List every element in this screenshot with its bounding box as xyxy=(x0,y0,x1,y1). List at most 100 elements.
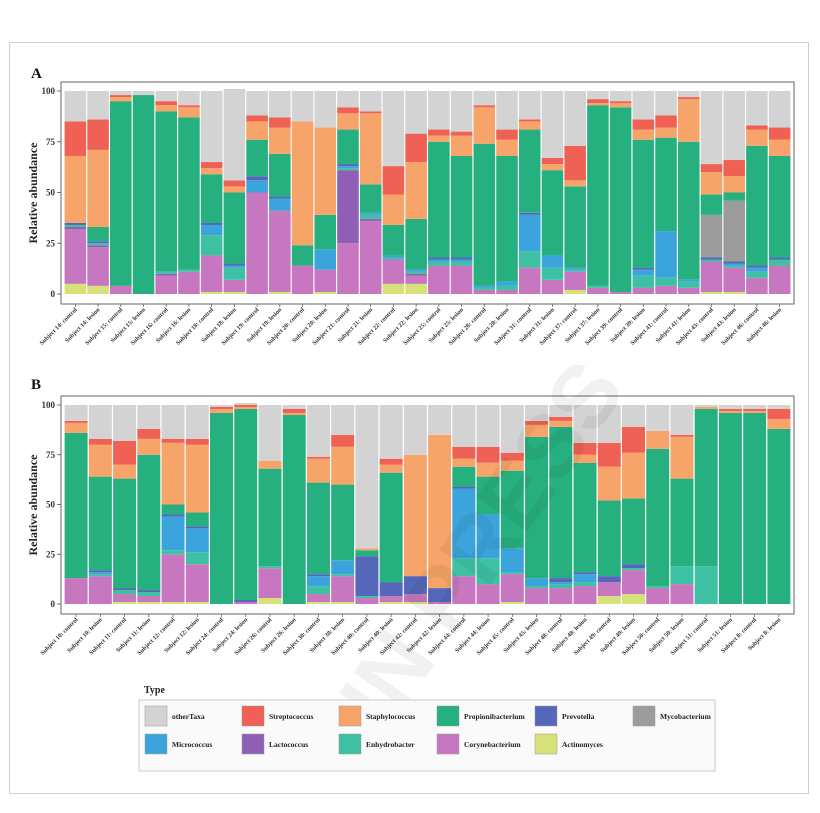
bar-segment-micrococcus xyxy=(518,214,541,252)
bar-segment-othertaxa xyxy=(210,405,234,407)
bar-segment-enhydrobacter xyxy=(87,243,109,246)
bar-segment-enhydrobacter xyxy=(355,596,379,599)
bar-segment-streptococcus xyxy=(573,442,597,455)
legend-swatch-micrococcus xyxy=(144,733,168,755)
bar-segment-corynebacterium xyxy=(549,588,573,604)
bar-segment-actinomyces xyxy=(564,289,586,294)
bar-segment-othertaxa xyxy=(64,91,87,122)
bar-segment-othertaxa xyxy=(428,91,450,130)
bar-segment-propionibacterium xyxy=(282,414,306,604)
bar-segment-enhydrobacter xyxy=(200,235,223,256)
bar-segment-staphylococcus xyxy=(700,172,723,195)
bar-segment-micrococcus xyxy=(269,198,291,211)
bar-segment-streptococcus xyxy=(723,160,745,177)
bar-segment-propionibacterium xyxy=(88,476,112,571)
bar-segment-othertaxa xyxy=(646,405,670,431)
bar-segment-micrococcus xyxy=(200,224,223,236)
bar-segment-streptococcus xyxy=(379,458,403,465)
bar-segment-streptococcus xyxy=(282,408,306,413)
bar-segment-propionibacterium xyxy=(355,550,379,557)
bar-segment-staphylococcus xyxy=(88,444,112,477)
bar-segment-propionibacterium xyxy=(269,153,291,197)
bar-segment-othertaxa xyxy=(200,91,223,163)
bar-segment-micrococcus xyxy=(573,574,597,583)
bar-segment-corynebacterium xyxy=(500,574,524,603)
bar-segment-othertaxa xyxy=(331,405,355,435)
bar-segment-streptococcus xyxy=(210,406,234,409)
bar-segment-staphylococcus xyxy=(331,446,355,485)
bar-segment-lactococcus xyxy=(359,218,382,221)
bar-segment-staphylococcus xyxy=(587,103,609,106)
bar-segment-enhydrobacter xyxy=(476,558,500,585)
bar-segment-streptococcus xyxy=(564,145,586,181)
bar-segment-corynebacterium xyxy=(331,576,355,603)
y-tick-label: 50 xyxy=(46,500,56,510)
bar-segment-propionibacterium xyxy=(670,478,694,567)
bar-segment-propionibacterium xyxy=(137,454,161,591)
bar-segment-staphylococcus xyxy=(64,155,87,223)
bar-segment-enhydrobacter xyxy=(223,267,246,280)
bar-segment-staphylococcus xyxy=(246,121,268,140)
bar-segment-propionibacterium xyxy=(655,137,677,232)
bar-segment-actinomyces xyxy=(597,596,621,604)
bar-segment-corynebacterium xyxy=(137,596,161,603)
bar-segment-corynebacterium xyxy=(655,285,677,294)
bar-segment-enhydrobacter xyxy=(587,285,609,288)
bar-segment-actinomyces xyxy=(621,594,645,604)
bar-segment-corynebacterium xyxy=(473,289,496,294)
bar-segment-propionibacterium xyxy=(473,143,496,286)
bar-segment-staphylococcus xyxy=(306,458,330,483)
bar-segment-propionibacterium xyxy=(161,504,185,515)
bar-segment-staphylococcus xyxy=(379,464,403,473)
bar-segment-streptococcus xyxy=(718,408,742,411)
bar-segment-streptococcus xyxy=(200,162,223,169)
bar-segment-micrococcus xyxy=(314,249,337,270)
bar-segment-othertaxa xyxy=(161,405,185,439)
bar-segment-micrococcus xyxy=(331,560,355,575)
bar-segment-streptococcus xyxy=(746,125,768,130)
legend-swatch-staphylococcus xyxy=(338,705,362,727)
bar-segment-prevotella xyxy=(700,257,723,260)
bar-segment-corynebacterium xyxy=(200,255,223,292)
y-tick-label: 75 xyxy=(46,450,56,460)
bar-segment-streptococcus xyxy=(88,438,112,445)
bar-segment-enhydrobacter xyxy=(632,275,655,288)
bar-segment-actinomyces xyxy=(269,291,291,294)
bar-segment-streptococcus xyxy=(87,119,109,150)
bar-segment-staphylococcus xyxy=(258,460,282,469)
bar-segment-corynebacterium xyxy=(234,602,258,604)
bar-segment-micrococcus xyxy=(564,267,586,270)
bar-segment-micrococcus xyxy=(549,582,573,585)
bar-segment-staphylococcus xyxy=(768,139,791,156)
bar-segment-staphylococcus xyxy=(767,418,791,429)
bar-segment-othertaxa xyxy=(355,405,379,549)
bar-segment-propionibacterium xyxy=(306,482,330,575)
bar-segment-prevotella xyxy=(337,164,359,167)
bar-segment-propionibacterium xyxy=(525,436,549,579)
bar-segment-othertaxa xyxy=(496,91,518,130)
bar-segment-staphylococcus xyxy=(405,162,427,219)
bar-segment-staphylococcus xyxy=(155,105,178,112)
bar-segment-prevotella xyxy=(403,576,427,595)
bar-segment-othertaxa xyxy=(110,91,132,96)
bar-segment-actinomyces xyxy=(64,283,87,294)
bar-segment-othertaxa xyxy=(382,91,405,167)
bar-segment-actinomyces xyxy=(200,291,223,294)
bar-segment-propionibacterium xyxy=(743,412,767,604)
bar-segment-staphylococcus xyxy=(200,168,223,175)
bar-segment-enhydrobacter xyxy=(64,224,87,228)
bar-segment-streptococcus xyxy=(743,408,767,411)
bar-segment-propionibacterium xyxy=(646,448,670,587)
bar-segment-enhydrobacter xyxy=(137,592,161,597)
bar-segment-corynebacterium xyxy=(185,564,209,603)
bar-segment-streptococcus xyxy=(428,129,450,136)
bar-segment-streptococcus xyxy=(609,101,632,104)
bar-segment-corynebacterium xyxy=(405,275,427,284)
bar-segment-corynebacterium xyxy=(621,570,645,595)
bar-segment-prevotella xyxy=(234,600,258,603)
bar-segment-actinomyces xyxy=(113,602,137,604)
bar-segment-othertaxa xyxy=(587,91,609,100)
bar-segment-propionibacterium xyxy=(746,145,768,266)
bar-segment-corynebacterium xyxy=(87,247,109,286)
